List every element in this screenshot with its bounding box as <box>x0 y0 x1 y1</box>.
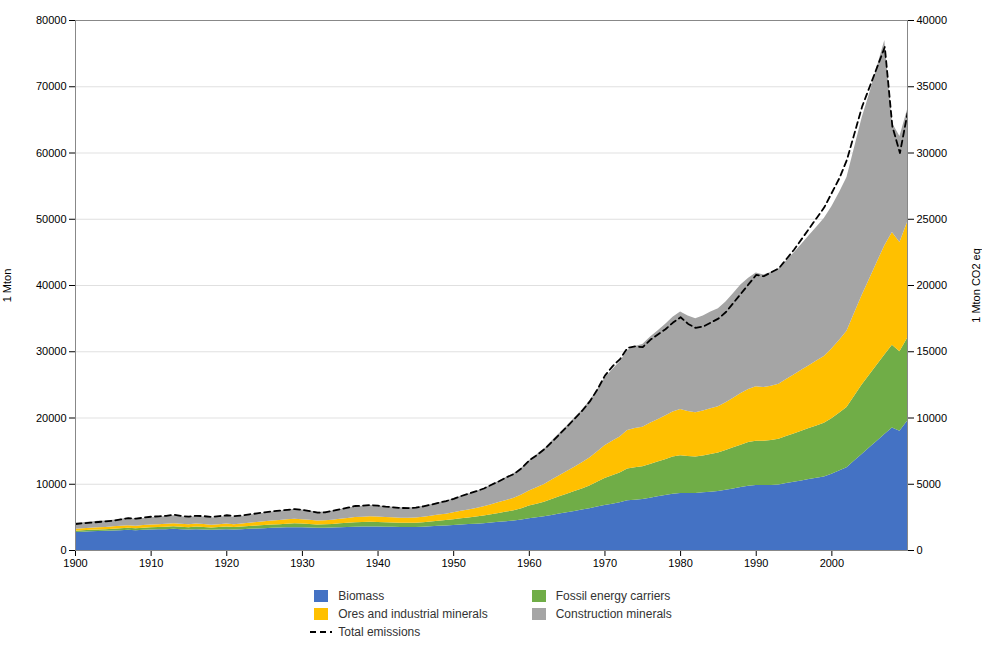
svg-text:5000: 5000 <box>917 478 941 490</box>
svg-text:15000: 15000 <box>917 345 948 357</box>
svg-text:1990: 1990 <box>744 557 768 569</box>
svg-text:10000: 10000 <box>36 478 67 490</box>
svg-text:1940: 1940 <box>366 557 390 569</box>
html-text:Construction minerals: Construction minerals <box>555 607 672 621</box>
html-text:Ores and industrial minerals: Ores and industrial minerals <box>338 607 488 621</box>
svg-text:50000: 50000 <box>36 213 67 225</box>
svg-text:20000: 20000 <box>917 279 948 291</box>
svg-text:1970: 1970 <box>593 557 617 569</box>
svg-text:1950: 1950 <box>441 557 465 569</box>
svg-text:1900: 1900 <box>63 557 87 569</box>
svg-text:1 Mton CO2 eq: 1 Mton CO2 eq <box>970 248 982 323</box>
svg-text:40000: 40000 <box>36 279 67 291</box>
html-text:Total emissions: Total emissions <box>338 625 421 639</box>
svg-text:1910: 1910 <box>139 557 163 569</box>
svg-text:1920: 1920 <box>215 557 239 569</box>
svg-text:20000: 20000 <box>36 412 67 424</box>
svg-text:70000: 70000 <box>36 80 67 92</box>
svg-text:30000: 30000 <box>36 345 67 357</box>
svg-text:40000: 40000 <box>917 14 948 26</box>
svg-text:10000: 10000 <box>917 412 948 424</box>
svg-text:1980: 1980 <box>668 557 692 569</box>
svg-text:2000: 2000 <box>820 557 844 569</box>
svg-text:1 Mton: 1 Mton <box>1 269 13 303</box>
svg-text:1930: 1930 <box>290 557 314 569</box>
svg-text:1960: 1960 <box>517 557 541 569</box>
html-text:Fossil energy carriers: Fossil energy carriers <box>555 589 671 603</box>
html-text:Biomass: Biomass <box>338 589 385 603</box>
svg-text:0: 0 <box>917 544 923 556</box>
svg-text:30000: 30000 <box>917 147 948 159</box>
svg-text:60000: 60000 <box>36 147 67 159</box>
svg-text:35000: 35000 <box>917 80 948 92</box>
svg-text:0: 0 <box>60 544 66 556</box>
svg-text:80000: 80000 <box>36 14 67 26</box>
svg-text:25000: 25000 <box>917 213 948 225</box>
